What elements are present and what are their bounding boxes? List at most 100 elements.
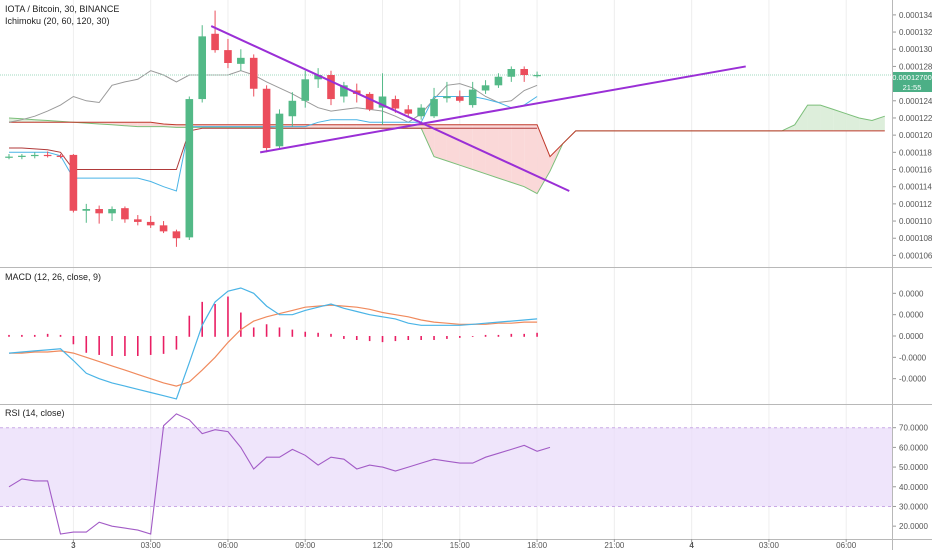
- candle-bearish: [172, 231, 181, 239]
- time-tick-label: 06:00: [218, 541, 239, 550]
- price-tick-label: 0.00011600: [899, 166, 932, 175]
- candle-bullish: [443, 96, 451, 99]
- leading-span-b: [9, 121, 885, 158]
- price-tick-label: 0.00013000: [899, 45, 932, 54]
- time-tick-label: 21:00: [604, 541, 625, 550]
- candle-bearish: [134, 219, 142, 222]
- last-price-text: 0.00012700: [892, 73, 932, 82]
- time-tick-label: 03:00: [141, 541, 162, 550]
- candle-bullish: [30, 154, 39, 157]
- rsi-tick-label: 60.0000: [899, 443, 928, 452]
- price-tick-label: 0.00012800: [899, 62, 932, 71]
- trendline: [259, 65, 746, 154]
- candle-bearish: [211, 33, 219, 51]
- candle-bearish: [365, 93, 374, 110]
- cloud-segment-bullish: [820, 105, 834, 131]
- price-tick-label: 0.00012200: [899, 114, 932, 123]
- candle-bearish: [56, 155, 65, 157]
- cloud-segment-bullish: [859, 117, 872, 131]
- price-tick-label: 0.00013200: [899, 28, 932, 37]
- candle-bullish: [288, 100, 297, 117]
- cloud-segment-bearish: [459, 124, 473, 170]
- ichimoku-lines: [0, 70, 892, 195]
- rsi-panel: [0, 413, 892, 535]
- cloud-segment-bearish: [305, 124, 319, 129]
- candle-bullish: [275, 113, 284, 147]
- trendlines[interactable]: [210, 25, 746, 192]
- candle-bearish: [95, 209, 103, 214]
- price-axis[interactable]: 0.00013400 0.00013200 0.00013000 0.00012800…: [893, 11, 932, 261]
- macd-tick-label: 0.0000: [899, 332, 924, 341]
- price-tick-label: 0.00012400: [899, 97, 932, 106]
- macd-tick-label: -0.0000: [899, 375, 927, 384]
- candle-bearish: [404, 109, 413, 114]
- cloud-segment-bearish: [511, 124, 525, 187]
- time-tick-label: 09:00: [295, 541, 316, 550]
- candle-bearish: [391, 99, 400, 109]
- candle-bullish: [468, 89, 477, 106]
- cloud-segment-bearish: [498, 124, 512, 183]
- rsi-legend: RSI (14, close): [5, 408, 65, 418]
- macd-panel: [8, 287, 538, 400]
- candle-bearish: [69, 154, 78, 211]
- candle-bullish: [237, 57, 245, 64]
- cloud-segment-bearish: [369, 124, 383, 129]
- candlestick-series[interactable]: [5, 10, 541, 247]
- lagging-span: [8, 70, 538, 123]
- cloud-segment-bearish: [318, 124, 331, 129]
- candle-bullish: [507, 69, 516, 77]
- macd-tick-label: -0.0000: [899, 353, 927, 362]
- price-tick-label: 0.00011200: [899, 200, 932, 209]
- cloud-segment-bullish: [833, 109, 847, 131]
- candle-bullish: [430, 99, 438, 117]
- candle-bearish: [327, 75, 335, 100]
- symbol-title: IOTA / Bitcoin, 30, BINANCE: [5, 4, 119, 14]
- countdown-badge: 21:55: [893, 82, 932, 92]
- price-tick-label: 0.00011400: [899, 183, 932, 192]
- cloud-segment-bearish: [485, 124, 499, 179]
- last-price-badge: 0.00012700: [892, 72, 932, 82]
- candle-bearish: [520, 69, 528, 76]
- cloud-segment-bullish: [794, 105, 808, 131]
- candle-bullish: [18, 155, 26, 157]
- time-tick-label: 3: [71, 541, 76, 550]
- macd-line: [8, 287, 538, 400]
- countdown-text: 21:55: [903, 83, 922, 92]
- cloud-segment-bullish: [846, 113, 860, 131]
- rsi-axis[interactable]: 70.0000 60.0000 50.0000 40.0000 30.0000 20.00…: [893, 424, 928, 531]
- price-tick-label: 0.00010800: [899, 234, 932, 243]
- cloud-segment-bearish: [150, 122, 164, 127]
- ichimoku-legend: Ichimoku (20, 60, 120, 30): [5, 16, 110, 26]
- candle-bullish: [481, 85, 490, 91]
- candle-bullish: [301, 79, 310, 101]
- trendline: [210, 25, 570, 192]
- cloud-segment-bearish: [382, 124, 396, 129]
- candle-bearish: [224, 50, 232, 63]
- candle-bullish: [82, 209, 91, 211]
- time-tick-label: 18:00: [527, 541, 548, 550]
- candle-bullish: [108, 209, 116, 214]
- macd-axis[interactable]: 0.0000 0.0000 0.0000 -0.0000 -0.0000: [893, 289, 927, 384]
- candle-bearish: [121, 208, 129, 220]
- time-axis[interactable]: 3 03:00 06:00 09:00 12:00 15:00 18:00 21:00 4 03:…: [71, 539, 857, 550]
- candle-bullish: [533, 75, 541, 77]
- time-tick-label: 03:00: [759, 541, 780, 550]
- macd-legend: MACD (12, 26, close, 9): [5, 272, 101, 282]
- time-tick-label: 06:00: [836, 541, 857, 550]
- price-tick-label: 0.00013400: [899, 11, 932, 20]
- candle-bullish: [378, 96, 387, 108]
- candle-bearish: [262, 88, 271, 149]
- price-tick-label: 0.00010600: [899, 251, 932, 260]
- rsi-tick-label: 20.0000: [899, 522, 928, 531]
- candle-bullish: [417, 107, 425, 117]
- candle-bearish: [159, 225, 168, 232]
- time-tick-label: 12:00: [373, 541, 394, 550]
- time-tick-label: 4: [689, 541, 694, 550]
- candle-bearish: [146, 221, 155, 226]
- macd-tick-label: 0.0000: [899, 311, 924, 320]
- price-tick-label: 0.00011800: [899, 148, 932, 157]
- cloud-segment-bearish: [356, 124, 370, 129]
- time-tick-label: 15:00: [450, 541, 471, 550]
- candle-bearish: [249, 57, 258, 89]
